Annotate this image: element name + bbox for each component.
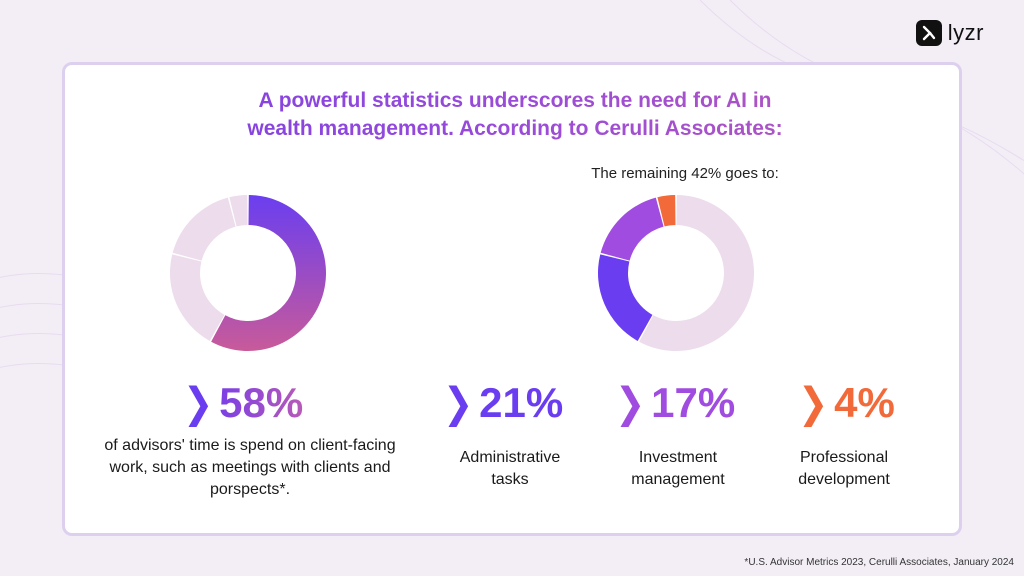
- slice-administrative: [170, 254, 225, 341]
- stat-58: ❯ 58%: [183, 379, 303, 427]
- slice-administrative: [598, 254, 653, 341]
- chevron-right-icon: ❯: [798, 378, 829, 426]
- stat-desc-58: of advisors' time is spend on client-fac…: [104, 437, 396, 498]
- slice-investment: [172, 197, 236, 261]
- stat-17: ❯ 17%: [615, 379, 735, 427]
- title-line-1: A powerful statistics underscores the ne…: [258, 89, 772, 112]
- stat-value-21: 21%: [479, 379, 564, 426]
- remaining-subtitle: The remaining 42% goes to:: [591, 165, 779, 182]
- brand-logo: lyzr: [915, 20, 984, 46]
- chevron-right-icon: ❯: [183, 378, 214, 426]
- chevron-right-icon: ❯: [615, 378, 646, 426]
- stats-card: A powerful statistics underscores the ne…: [62, 62, 962, 536]
- slice-client-facing: [639, 195, 754, 351]
- slice-professional: [229, 195, 248, 227]
- stat-value-17: 17%: [651, 379, 736, 426]
- slice-professional: [657, 195, 676, 227]
- slice-investment: [600, 197, 664, 261]
- lyzr-logo-icon: [915, 20, 942, 46]
- stat-desc-4: Professional development: [798, 449, 890, 488]
- footnote: *U.S. Advisor Metrics 2023, Cerulli Asso…: [744, 557, 1014, 568]
- chevron-right-icon: ❯: [443, 378, 474, 426]
- page-title: A powerful statistics underscores the ne…: [65, 87, 965, 143]
- stat-4: ❯ 4%: [798, 379, 895, 427]
- slice-client-facing: [211, 195, 326, 351]
- stat-desc-17: Investment management: [631, 449, 725, 488]
- title-line-2: wealth management. According to Cerulli …: [247, 117, 783, 140]
- donut-chart-remaining: [598, 195, 754, 351]
- brand-name: lyzr: [947, 20, 984, 45]
- donut-chart-client-facing: [170, 195, 326, 351]
- stat-value-58: 58%: [219, 379, 304, 426]
- stat-desc-21: Administrative tasks: [459, 449, 561, 488]
- stat-value-4: 4%: [834, 379, 895, 426]
- stat-21: ❯ 21%: [443, 379, 563, 427]
